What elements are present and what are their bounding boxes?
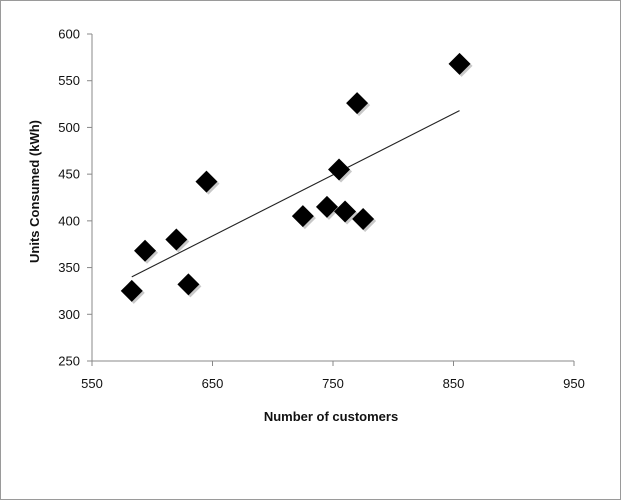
- x-tick-label: 950: [563, 376, 585, 391]
- data-point: [328, 158, 351, 181]
- x-axis-title: Number of customers: [264, 409, 398, 424]
- x-tick-label: 550: [81, 376, 103, 391]
- data-points: [120, 52, 473, 304]
- trendline-group: [131, 110, 460, 278]
- linear-trendline: [131, 110, 460, 278]
- y-tick-label: 300: [58, 307, 80, 322]
- x-tick-label: 650: [202, 376, 224, 391]
- y-tick-label: 550: [58, 73, 80, 88]
- data-point: [134, 239, 157, 262]
- y-tick-label: 450: [58, 167, 80, 182]
- data-point: [448, 52, 471, 75]
- data-point: [315, 195, 338, 218]
- data-point: [352, 207, 375, 230]
- x-tick-label: 850: [443, 376, 465, 391]
- data-point: [346, 92, 369, 115]
- x-tick-label: 750: [322, 376, 344, 391]
- y-tick-label: 600: [58, 27, 80, 42]
- y-tick-label: 250: [58, 354, 80, 369]
- data-point: [120, 279, 143, 302]
- x-axis-tick-labels: 550 650 750 850 950: [81, 361, 585, 391]
- y-axis-title: Units Consumed (kWh): [27, 120, 42, 263]
- data-point: [334, 200, 357, 223]
- y-tick-label: 500: [58, 120, 80, 135]
- y-axis-tick-labels: 250 300 350 400 450 500 550 600: [58, 27, 92, 369]
- y-tick-label: 350: [58, 260, 80, 275]
- data-point: [195, 170, 218, 193]
- y-tick-label: 400: [58, 213, 80, 228]
- data-point: [165, 228, 188, 251]
- data-point: [291, 205, 314, 228]
- data-point: [177, 273, 200, 296]
